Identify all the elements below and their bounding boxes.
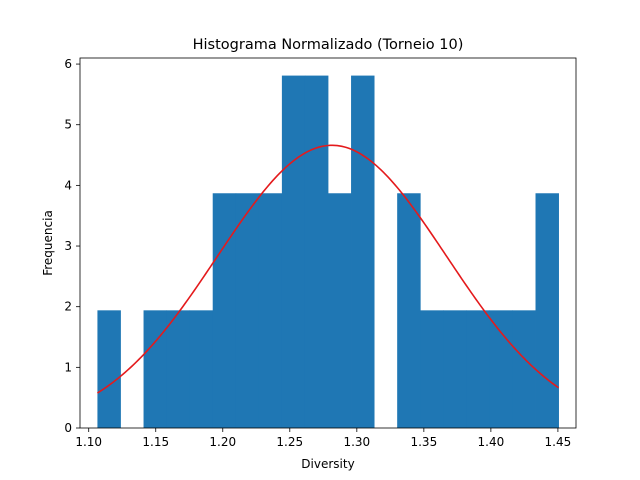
histogram-bar (258, 193, 283, 428)
histogram-bar (328, 193, 352, 428)
y-axis-label: Frequencia (41, 210, 55, 276)
normal-fit-curve (97, 144, 560, 394)
y-tick-label: 5 (64, 118, 72, 132)
histogram-bar (189, 310, 214, 428)
x-tick-label: 1.20 (209, 435, 236, 449)
x-tick-label: 1.25 (276, 435, 303, 449)
x-tick-label: 1.15 (142, 435, 169, 449)
histogram-bar (397, 193, 421, 428)
x-tick-label: 1.30 (343, 435, 370, 449)
histogram-bar (281, 75, 306, 429)
histogram-bar (304, 75, 329, 429)
y-axis-ticks: 0 1 2 3 4 5 6 (64, 57, 80, 435)
histogram-bar (143, 310, 167, 428)
histogram-bar (166, 310, 191, 428)
histogram-bar (97, 310, 121, 428)
x-axis-ticks: 1.10 1.15 1.20 1.25 1.30 1.35 1.40 1.45 (75, 428, 571, 449)
y-tick-label: 1 (64, 360, 72, 374)
histogram-bar (535, 193, 559, 428)
x-tick-label: 1.45 (545, 435, 572, 449)
chart-title: Histograma Normalizado (Torneio 10) (193, 37, 464, 53)
histogram-bar (420, 310, 444, 428)
y-tick-label: 6 (64, 57, 72, 71)
histogram-bar (443, 310, 467, 428)
plot-frame (79, 57, 577, 429)
y-tick-label: 0 (64, 421, 72, 435)
histogram-bar (466, 310, 490, 428)
histogram-bar (512, 310, 536, 428)
histogram-bar (212, 193, 237, 428)
x-tick-label: 1.35 (410, 435, 437, 449)
x-tick-label: 1.40 (478, 435, 505, 449)
histogram-bar (351, 75, 375, 429)
x-axis-label: Diversity (301, 457, 354, 471)
x-tick-label: 1.10 (75, 435, 102, 449)
histogram-bar (235, 193, 260, 428)
y-tick-label: 3 (64, 239, 72, 253)
y-tick-label: 2 (64, 300, 72, 314)
y-tick-label: 4 (64, 178, 72, 192)
histogram-bar (489, 310, 513, 428)
histogram-bars (97, 75, 559, 429)
